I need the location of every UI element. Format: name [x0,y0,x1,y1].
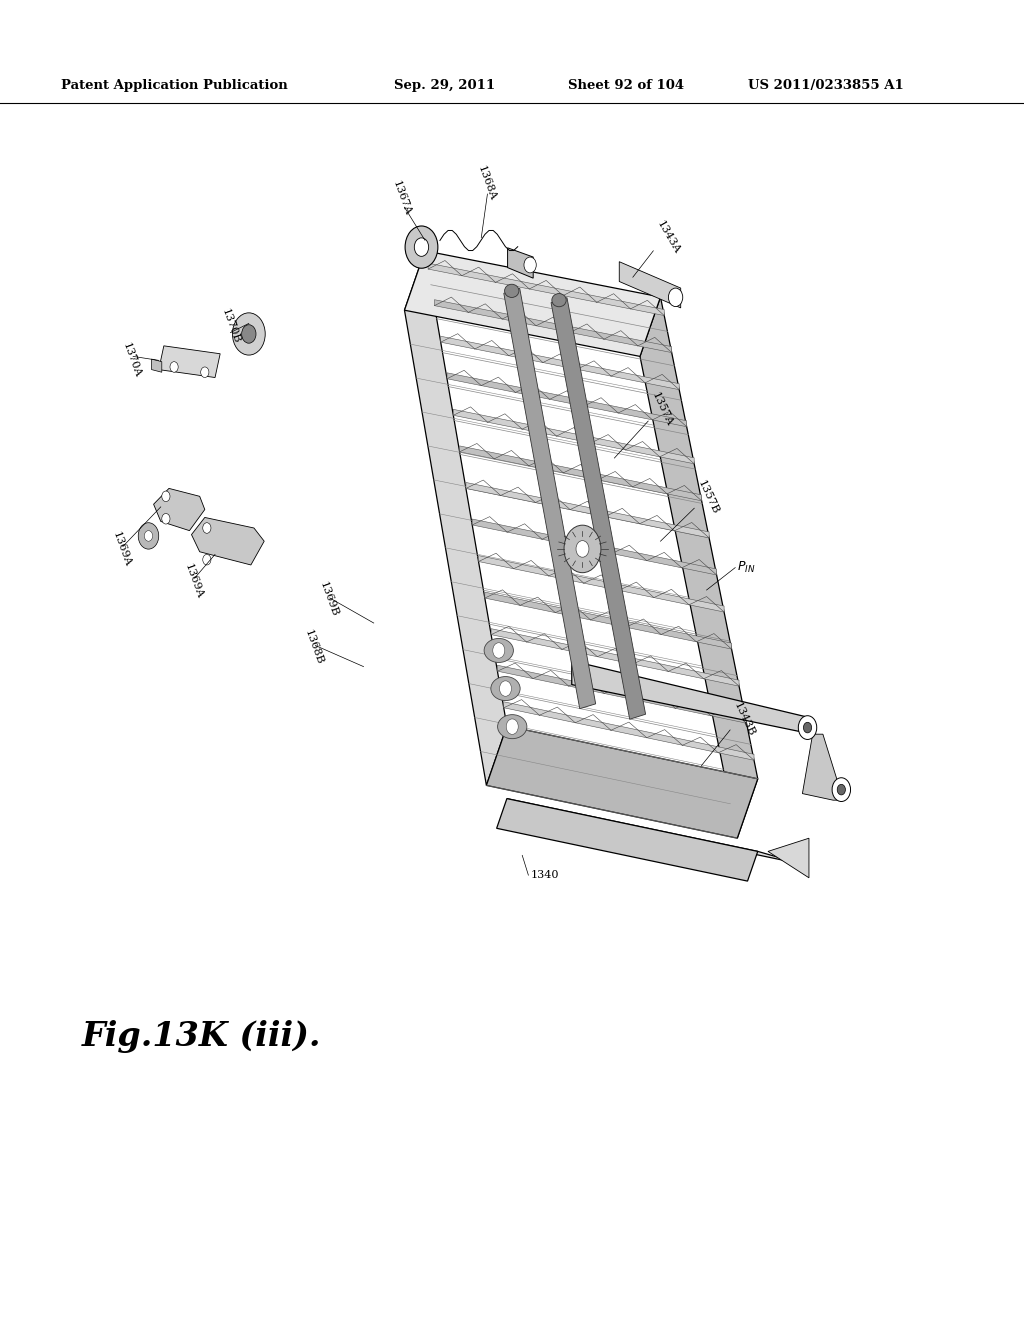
Polygon shape [508,248,534,279]
Text: 1340: 1340 [530,870,559,880]
Circle shape [170,362,178,372]
Text: Sep. 29, 2011: Sep. 29, 2011 [394,79,496,92]
Polygon shape [434,300,672,352]
Polygon shape [497,799,758,882]
Polygon shape [478,556,724,612]
Circle shape [144,531,153,541]
Text: 1369A: 1369A [111,531,132,568]
Circle shape [524,257,537,273]
Circle shape [833,777,851,801]
Text: 1343B: 1343B [732,701,757,738]
Circle shape [838,784,846,795]
Text: 1357A: 1357A [650,391,675,428]
Text: $P_{IN}$: $P_{IN}$ [737,560,756,576]
Circle shape [669,288,683,306]
Polygon shape [447,372,687,426]
Polygon shape [404,251,660,356]
Circle shape [493,643,505,659]
Polygon shape [803,734,844,800]
Polygon shape [498,665,746,723]
Circle shape [242,325,256,343]
Polygon shape [472,519,717,576]
Text: US 2011/0233855 A1: US 2011/0233855 A1 [748,79,903,92]
Circle shape [406,226,438,268]
Polygon shape [640,297,758,838]
Polygon shape [551,297,645,719]
Ellipse shape [484,639,513,663]
Polygon shape [768,838,809,878]
Circle shape [162,491,170,502]
Text: Patent Application Publication: Patent Application Publication [61,79,288,92]
Text: 1343A: 1343A [655,219,682,256]
Polygon shape [571,661,813,734]
Circle shape [162,513,170,524]
Polygon shape [486,726,758,838]
Polygon shape [460,446,701,500]
Circle shape [232,313,265,355]
Polygon shape [191,517,264,565]
Circle shape [500,681,512,696]
Text: 1370A: 1370A [121,342,142,379]
Text: 1357B: 1357B [696,479,721,516]
Circle shape [203,554,211,565]
Polygon shape [154,488,205,531]
Circle shape [201,367,209,378]
Polygon shape [404,251,507,785]
Polygon shape [492,628,739,686]
Text: Sheet 92 of 104: Sheet 92 of 104 [568,79,684,92]
Circle shape [564,525,601,573]
Ellipse shape [498,714,527,739]
Text: Fig.13K (iii).: Fig.13K (iii). [82,1019,322,1053]
Text: 1369B: 1369B [317,581,339,618]
Polygon shape [504,702,754,760]
Polygon shape [466,483,709,539]
Text: 1367A: 1367A [391,180,413,216]
Polygon shape [507,799,804,865]
Text: 1368B: 1368B [303,628,325,665]
Text: 1368A: 1368A [476,165,498,202]
Circle shape [506,719,518,734]
Polygon shape [428,263,665,315]
Polygon shape [454,409,694,463]
Circle shape [577,541,589,557]
Ellipse shape [552,293,566,306]
Polygon shape [504,289,596,709]
Polygon shape [484,593,731,649]
Circle shape [203,523,211,533]
Ellipse shape [490,677,520,701]
Text: 1369A: 1369A [182,562,204,599]
Polygon shape [440,337,679,389]
Circle shape [804,722,812,733]
Polygon shape [620,261,681,308]
Polygon shape [159,346,220,378]
Circle shape [138,523,159,549]
Circle shape [799,715,817,739]
Ellipse shape [505,284,519,297]
Polygon shape [152,359,162,372]
Text: 1370B: 1370B [220,308,242,345]
Circle shape [415,238,429,256]
